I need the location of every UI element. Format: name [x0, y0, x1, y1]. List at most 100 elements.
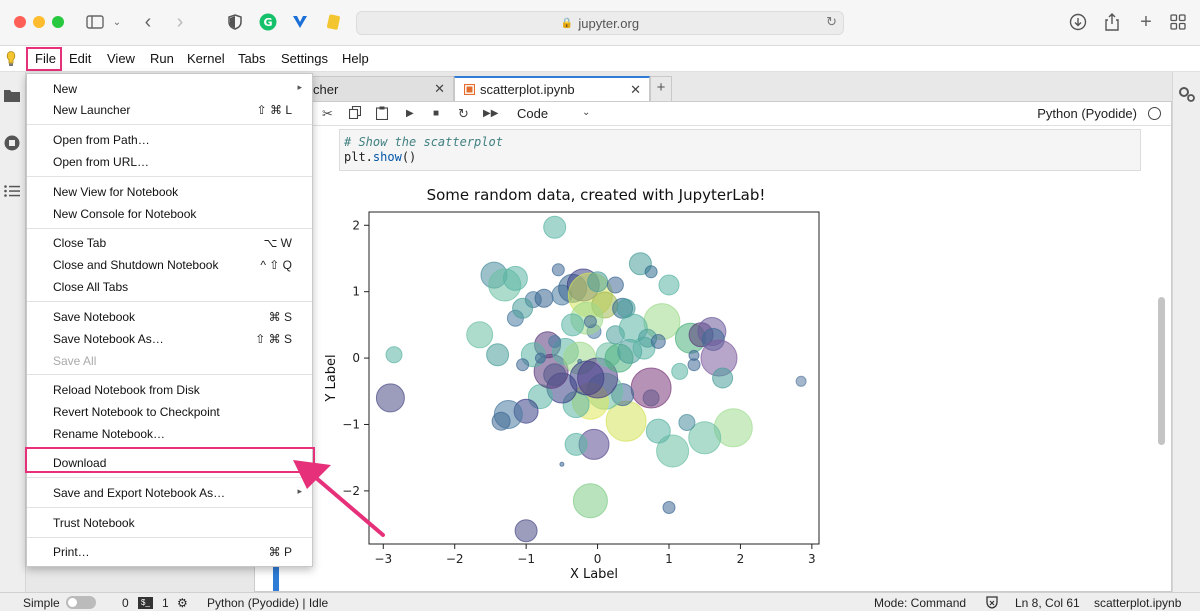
left-sidebar	[0, 72, 26, 592]
menu-item-label: Save All	[53, 354, 97, 368]
menu-item-rename[interactable]: Rename Notebook…	[27, 423, 312, 445]
running-kernels-icon[interactable]	[3, 134, 21, 152]
menu-item-new-console[interactable]: New Console for Notebook	[27, 203, 312, 225]
kernel-settings-icon: ⚙	[177, 596, 188, 610]
paste-icon[interactable]	[375, 106, 389, 123]
run-icon[interactable]: ▶	[406, 108, 414, 119]
menu-item-save-as[interactable]: Save Notebook As… ⇧ ⌘ S	[27, 328, 312, 350]
scatter-point	[385, 346, 403, 364]
menu-item-close-tab[interactable]: Close Tab ⌥ W	[27, 232, 312, 254]
sidebar-toggle-icon[interactable]	[84, 11, 106, 33]
svg-text:G: G	[263, 16, 272, 29]
menu-item-download[interactable]: Download	[27, 452, 312, 474]
chart-title: Some random data, created with JupyterLa…	[427, 186, 766, 204]
back-icon[interactable]: ‹	[144, 10, 152, 33]
menu-kernel[interactable]: Kernel	[187, 51, 225, 66]
scatter-point	[516, 358, 530, 372]
tab-overview-icon[interactable]	[1168, 11, 1188, 33]
menu-divider	[27, 507, 312, 508]
download-highlight-box	[25, 447, 315, 473]
menu-item-save-export[interactable]: Save and Export Notebook As… ▸	[27, 482, 312, 504]
code-cell[interactable]: # Show the scatterplot plt.show()	[339, 129, 1141, 171]
scatter-point	[650, 334, 666, 349]
kernel-status-text[interactable]: Python (Pyodide) | Idle	[207, 596, 329, 610]
close-icon[interactable]: ✕	[630, 82, 641, 97]
notebook-scrollbar[interactable]	[1158, 297, 1165, 445]
menu-item-label: Save Notebook	[53, 310, 136, 324]
menu-item-save-notebook[interactable]: Save Notebook ⌘ S	[27, 306, 312, 328]
menu-item-revert[interactable]: Revert Notebook to Checkpoint	[27, 401, 312, 423]
right-sidebar	[1172, 72, 1200, 592]
restart-icon[interactable]: ↻	[458, 106, 469, 121]
cell-type-select[interactable]: Code	[517, 106, 549, 121]
zoom-window-button[interactable]	[52, 16, 64, 28]
simple-mode-toggle[interactable]	[66, 596, 96, 609]
close-window-button[interactable]	[14, 16, 26, 28]
reload-icon[interactable]: ↻	[826, 14, 837, 29]
fast-forward-icon[interactable]: ▶▶	[483, 108, 499, 119]
menu-item-label: Print…	[53, 545, 90, 559]
code-parens: ()	[401, 150, 417, 164]
menu-item-open-path[interactable]: Open from Path…	[27, 129, 312, 151]
new-tab-icon[interactable]: +	[1140, 10, 1152, 33]
status-bar: Simple 0 $_ 1 ⚙ Python (Pyodide) | Idle …	[0, 592, 1200, 611]
notebook-icon	[464, 84, 475, 95]
menu-edit[interactable]: Edit	[69, 51, 92, 66]
menu-item-new-launcher[interactable]: New Launcher ⇧ ⌘ L	[27, 99, 312, 121]
menu-view[interactable]: View	[107, 51, 135, 66]
menu-item-new-view[interactable]: New View for Notebook	[27, 181, 312, 203]
menu-run[interactable]: Run	[150, 51, 174, 66]
cursor-position[interactable]: Ln 8, Col 61	[1015, 596, 1080, 610]
share-icon[interactable]	[1102, 11, 1122, 33]
add-tab-icon[interactable]: +	[650, 76, 672, 102]
scatter-point	[658, 274, 680, 296]
code-comment: # Show the scatterplot	[344, 135, 503, 149]
menu-item-print[interactable]: Print… ⌘ P	[27, 541, 312, 563]
menu-shortcut: ⇧ ⌘ L	[256, 103, 292, 117]
browser-toolbar: ⌄ ‹ › G 🔒 jupyter.org ↻ +	[0, 0, 1200, 46]
y-tick-label: 2	[352, 218, 360, 232]
menu-settings[interactable]: Settings	[281, 51, 328, 66]
menu-item-label: Save Notebook As…	[53, 332, 164, 346]
active-cell-marker	[273, 567, 279, 591]
shield-icon[interactable]	[226, 11, 244, 33]
y-axis-label: Y Label	[324, 354, 339, 402]
menu-item-open-url[interactable]: Open from URL…	[27, 151, 312, 173]
tab-scatterplot[interactable]: scatterplot.ipynb ✕	[454, 76, 650, 102]
close-icon[interactable]: ✕	[434, 81, 445, 96]
cut-icon[interactable]: ✂	[322, 106, 333, 121]
stop-icon[interactable]: ■	[433, 108, 440, 119]
menu-file[interactable]: File	[35, 51, 56, 66]
forward-icon[interactable]: ›	[176, 10, 184, 33]
notebook-panel: ✂ ▶ ■ ↻ ▶▶ Code ⌄ Python (Pyodide) # Sho…	[254, 101, 1172, 592]
scatter-point	[559, 461, 565, 467]
copy-icon[interactable]	[348, 105, 362, 122]
chevron-right-icon: ▸	[297, 486, 302, 496]
chevron-down-icon[interactable]: ⌄	[112, 16, 122, 28]
property-inspector-icon[interactable]	[1178, 86, 1196, 104]
y-tick-label: 0	[352, 351, 360, 365]
terminal-count[interactable]: 0	[122, 596, 129, 610]
menu-divider	[27, 477, 312, 478]
kernel-count[interactable]: 1	[162, 596, 169, 610]
menu-item-close-shutdown[interactable]: Close and Shutdown Notebook ^ ⇧ Q	[27, 254, 312, 276]
menu-item-new[interactable]: New ▸	[27, 78, 312, 100]
grammarly-icon[interactable]: G	[259, 11, 277, 33]
kernel-name[interactable]: Python (Pyodide)	[1037, 106, 1137, 121]
address-bar[interactable]: 🔒 jupyter.org ↻	[356, 11, 844, 35]
scatter-point	[564, 432, 588, 456]
scatter-point	[466, 321, 494, 349]
notes-icon[interactable]	[324, 11, 342, 33]
menu-help[interactable]: Help	[342, 51, 369, 66]
download-icon[interactable]	[1068, 11, 1088, 33]
chevron-down-icon[interactable]: ⌄	[582, 107, 591, 118]
folder-icon[interactable]	[3, 86, 21, 104]
table-of-contents-icon[interactable]	[3, 182, 21, 200]
scatter-point	[543, 215, 567, 239]
menu-item-trust[interactable]: Trust Notebook	[27, 512, 312, 534]
minimize-window-button[interactable]	[33, 16, 45, 28]
menu-tabs[interactable]: Tabs	[238, 51, 266, 66]
extension-icon[interactable]	[291, 11, 309, 33]
menu-item-reload[interactable]: Reload Notebook from Disk	[27, 379, 312, 401]
menu-item-close-all[interactable]: Close All Tabs	[27, 276, 312, 298]
